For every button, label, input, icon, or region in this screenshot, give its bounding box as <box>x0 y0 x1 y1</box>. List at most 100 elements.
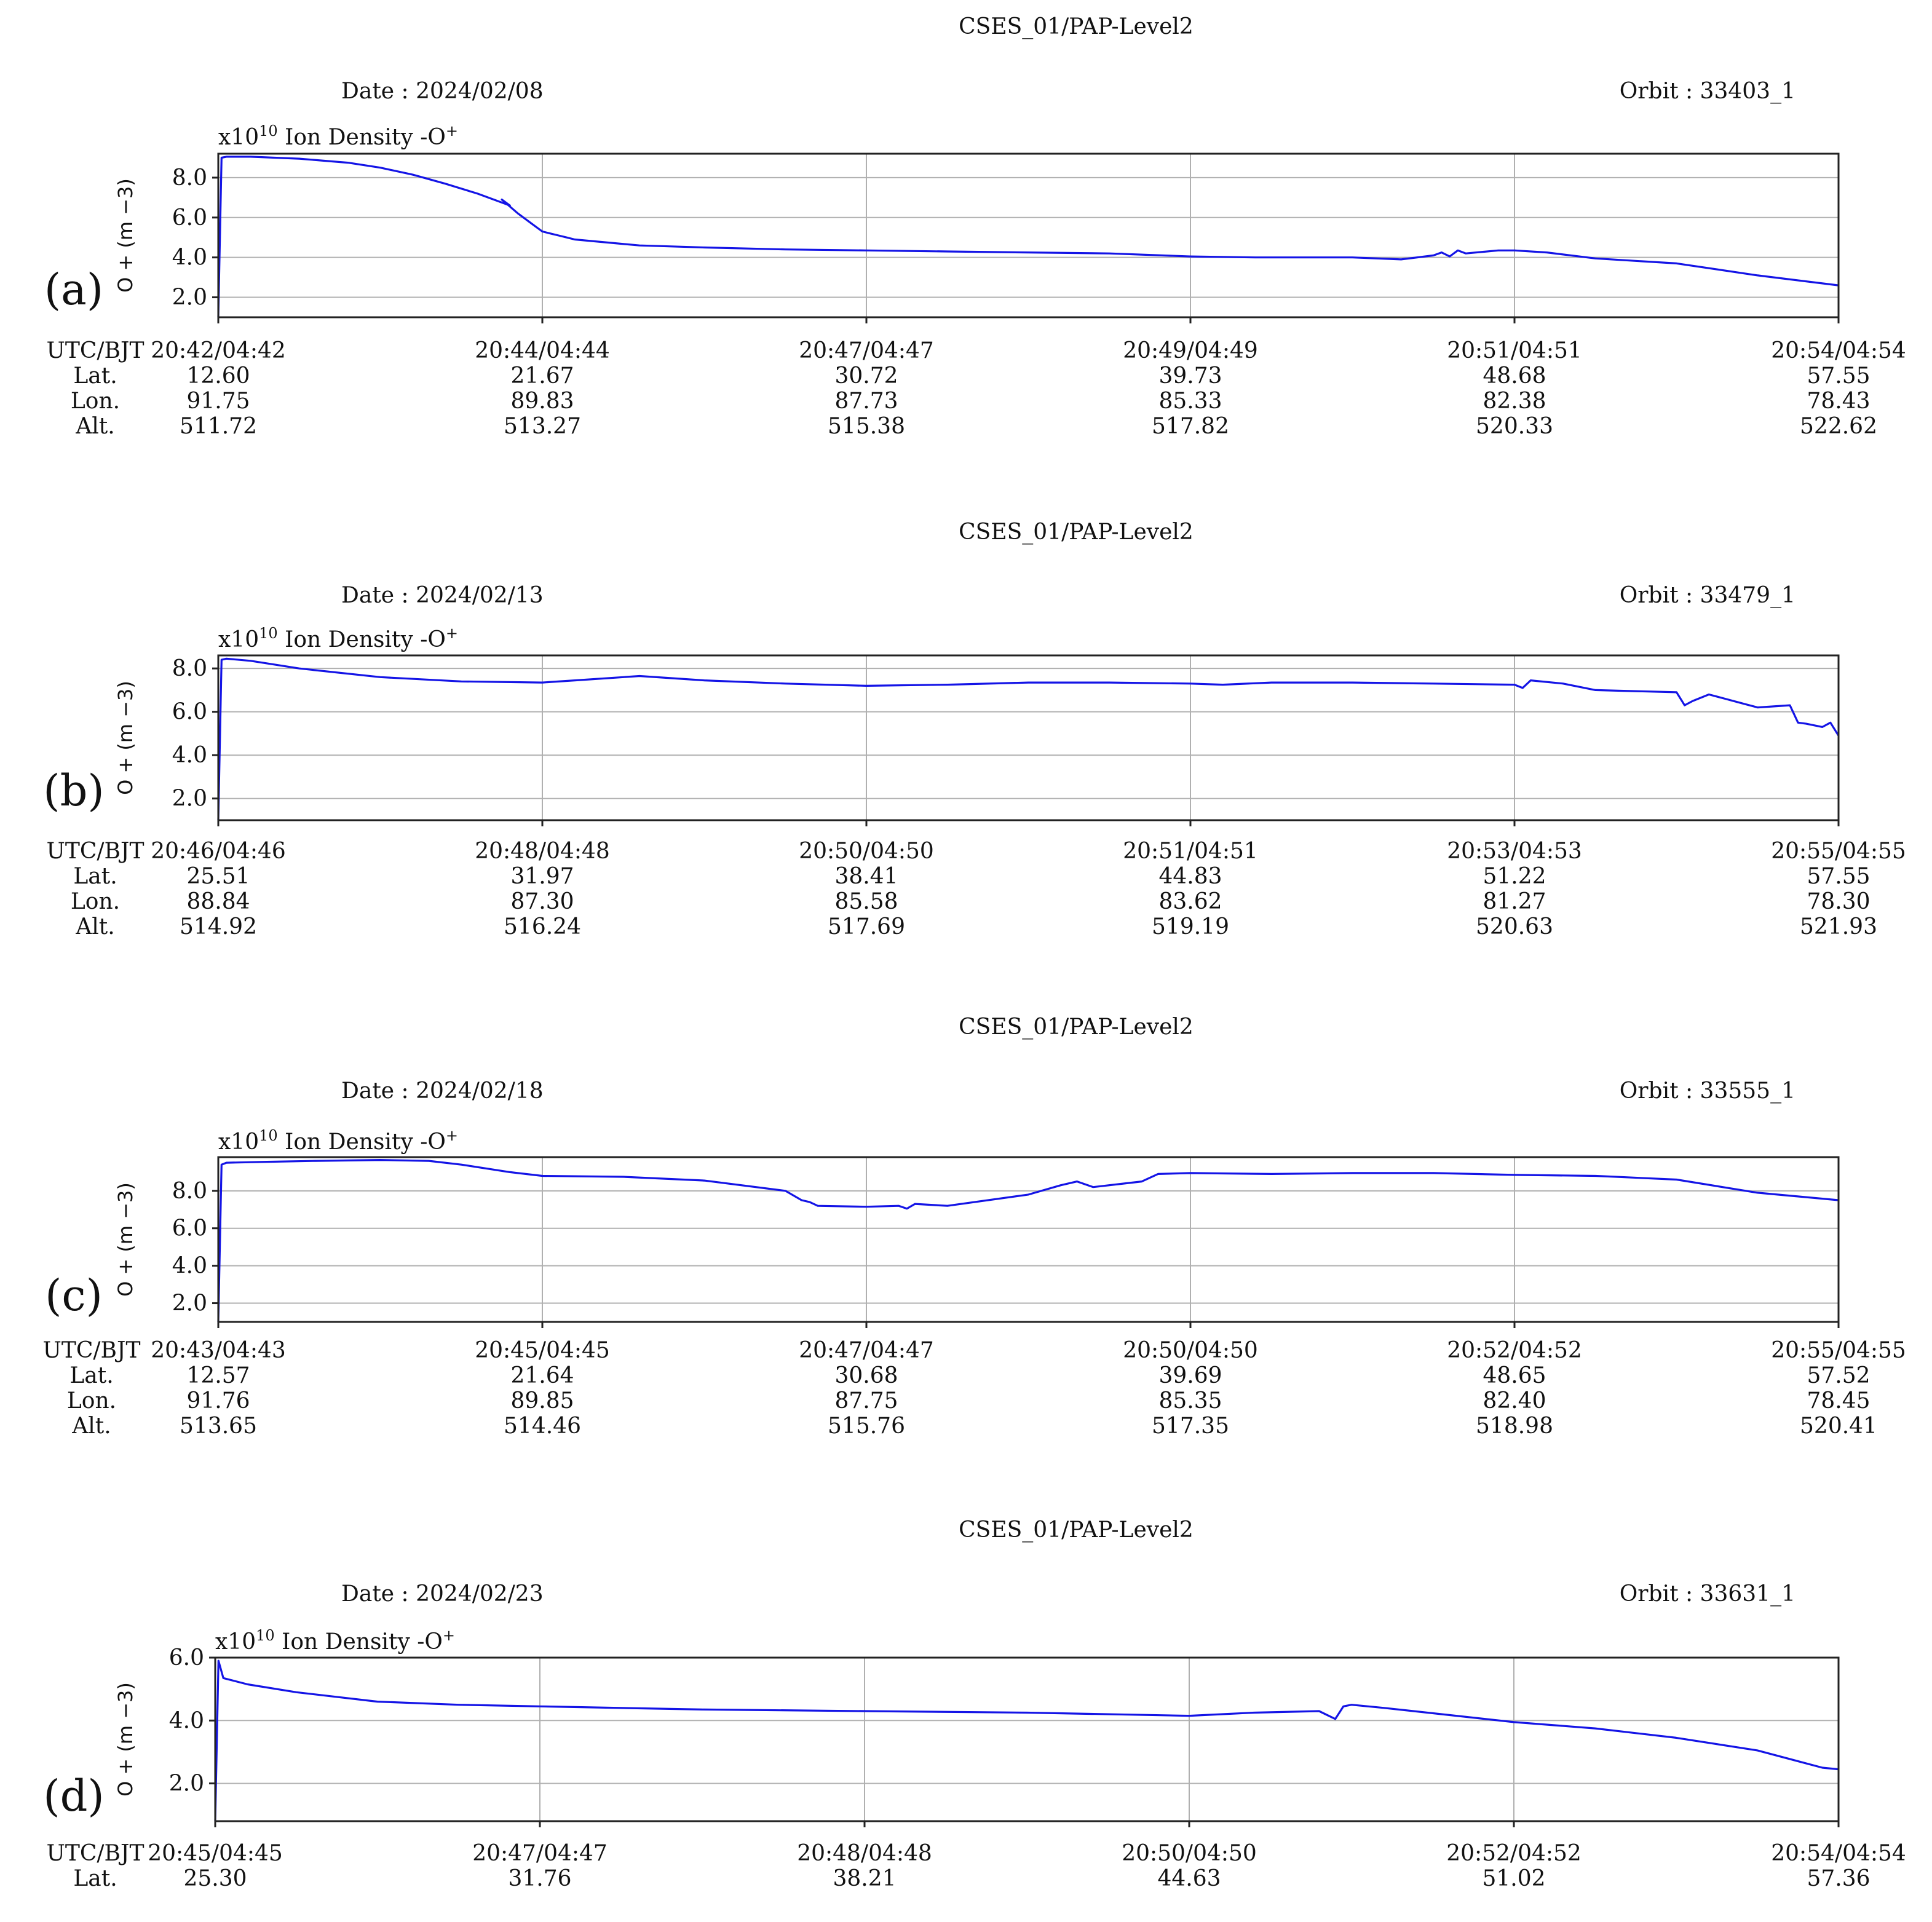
x-tick-lon: 91.75 <box>186 389 250 414</box>
orbit-label: Orbit : 33555_1 <box>1620 1078 1795 1104</box>
x-tick-alt: 514.92 <box>180 914 257 939</box>
unit-series-label: x1010 Ion Density -O+ <box>218 1127 458 1155</box>
date-label: Date : 2024/02/08 <box>341 79 544 104</box>
chart-title: CSES_01/PAP-Level2 <box>959 1517 1194 1543</box>
series-name: Ion Density -O <box>278 1129 446 1155</box>
unit-exponent: 10 <box>259 625 278 642</box>
y-tick-label: 4.0 <box>172 743 207 768</box>
x-tick-lat: 38.21 <box>833 1866 896 1891</box>
x-tick-time: 20:50/04:50 <box>799 839 934 864</box>
x-tick-lon: 87.73 <box>834 389 898 414</box>
series-name: Ion Density -O <box>275 1629 443 1655</box>
x-tick-lon: 91.76 <box>186 1388 250 1414</box>
series-superscript: + <box>446 1127 458 1144</box>
y-tick-label: 2.0 <box>169 1771 204 1797</box>
unit-exponent: 10 <box>256 1627 275 1644</box>
x-tick-lat: 21.64 <box>510 1363 574 1388</box>
y-tick-label: 8.0 <box>172 656 207 681</box>
row-label-lat: Lat. <box>73 1866 117 1891</box>
x-tick-time: 20:44/04:44 <box>475 338 610 363</box>
date-label: Date : 2024/02/23 <box>341 1581 544 1607</box>
series-superscript: + <box>443 1627 455 1644</box>
x-tick-time: 20:52/04:52 <box>1447 1338 1582 1363</box>
x-tick-lon: 78.45 <box>1807 1388 1870 1414</box>
row-label-lat: Lat. <box>73 363 117 389</box>
panel-letter: (d) <box>43 1771 104 1821</box>
x-tick-time: 20:48/04:48 <box>797 1841 932 1866</box>
x-tick-lon: 89.83 <box>510 389 574 414</box>
x-tick-time: 20:51/04:51 <box>1123 839 1258 864</box>
x-tick-time: 20:46/04:46 <box>151 839 286 864</box>
x-tick-lon: 78.30 <box>1807 889 1870 914</box>
unit-prefix: x10 <box>218 627 259 652</box>
unit-exponent: 10 <box>259 122 278 140</box>
series-name: Ion Density -O <box>278 627 446 652</box>
x-tick-alt: 517.82 <box>1152 414 1229 439</box>
x-tick-alt: 521.93 <box>1800 914 1877 939</box>
x-tick-alt: 515.76 <box>828 1414 905 1439</box>
x-tick-alt: 519.19 <box>1152 914 1229 939</box>
y-tick-label: 2.0 <box>172 285 207 310</box>
y-tick-label: 6.0 <box>172 700 207 725</box>
plot-frame <box>217 654 1840 821</box>
panel-b: CSES_01/PAP-Level2 Date : 2024/02/13 Orbit… <box>43 520 1906 939</box>
unit-prefix: x10 <box>218 125 259 150</box>
row-label-lon: Lon. <box>71 889 120 914</box>
panel-letter: (a) <box>44 264 103 315</box>
x-tick-alt: 520.41 <box>1800 1414 1877 1439</box>
orbit-label: Orbit : 33631_1 <box>1620 1581 1795 1607</box>
series-name: Ion Density -O <box>278 125 446 150</box>
x-tick-lat: 38.41 <box>834 864 898 889</box>
x-tick-time: 20:50/04:50 <box>1122 1841 1257 1866</box>
x-tick-time: 20:45/04:45 <box>148 1841 283 1866</box>
x-tick-time: 20:55/04:55 <box>1771 1338 1906 1363</box>
x-tick-time: 20:50/04:50 <box>1123 1338 1258 1363</box>
panel-letter: (b) <box>43 765 104 816</box>
y-tick-label: 8.0 <box>172 1179 207 1204</box>
x-tick-alt: 522.62 <box>1800 414 1877 439</box>
row-label-alt: Alt. <box>75 414 114 439</box>
y-axis-label: O + (m −3) <box>114 1182 137 1297</box>
x-tick-alt: 518.98 <box>1476 1414 1553 1439</box>
y-tick-label: 2.0 <box>172 1291 207 1316</box>
unit-prefix: x10 <box>215 1629 256 1655</box>
x-tick-lat: 12.57 <box>186 1363 250 1388</box>
row-label-lat: Lat. <box>73 864 117 889</box>
x-tick-lat: 12.60 <box>186 363 250 389</box>
x-tick-lon: 82.40 <box>1483 1388 1546 1414</box>
x-tick-time: 20:43/04:43 <box>151 1338 286 1363</box>
orbit-label: Orbit : 33403_1 <box>1620 79 1795 104</box>
row-label-time: UTC/BJT <box>43 1338 141 1363</box>
row-label-time: UTC/BJT <box>47 338 145 363</box>
x-tick-time: 20:42/04:42 <box>151 338 286 363</box>
x-tick-lat: 31.97 <box>510 864 574 889</box>
x-tick-lat: 25.30 <box>183 1866 247 1891</box>
x-tick-lon: 81.27 <box>1483 889 1546 914</box>
x-tick-time: 20:54/04:54 <box>1771 1841 1906 1866</box>
y-tick-label: 4.0 <box>169 1708 204 1733</box>
unit-exponent: 10 <box>259 1127 278 1144</box>
plot-frame <box>217 1156 1840 1323</box>
chart-title: CSES_01/PAP-Level2 <box>959 1014 1194 1040</box>
x-tick-lon: 82.38 <box>1483 389 1546 414</box>
x-tick-alt: 511.72 <box>180 414 257 439</box>
x-tick-alt: 515.38 <box>828 414 905 439</box>
x-tick-lat: 31.76 <box>508 1866 571 1891</box>
x-tick-alt: 520.33 <box>1476 414 1553 439</box>
y-tick-label: 4.0 <box>172 245 207 271</box>
plot-frame <box>214 1656 1840 1822</box>
x-tick-alt: 514.46 <box>504 1414 581 1439</box>
row-label-time: UTC/BJT <box>47 839 145 864</box>
x-tick-time: 20:45/04:45 <box>475 1338 610 1363</box>
ion-density-series-line <box>217 657 1840 821</box>
x-tick-lat: 48.65 <box>1483 1363 1546 1388</box>
row-label-lon: Lon. <box>67 1388 116 1414</box>
x-tick-lon: 85.33 <box>1158 389 1222 414</box>
series-superscript: + <box>446 122 458 140</box>
y-tick-label: 4.0 <box>172 1254 207 1279</box>
chart-title: CSES_01/PAP-Level2 <box>959 520 1194 545</box>
x-tick-alt: 520.63 <box>1476 914 1553 939</box>
x-tick-time: 20:47/04:47 <box>472 1841 608 1866</box>
chart-title: CSES_01/PAP-Level2 <box>959 14 1194 39</box>
unit-prefix: x10 <box>218 1129 259 1155</box>
